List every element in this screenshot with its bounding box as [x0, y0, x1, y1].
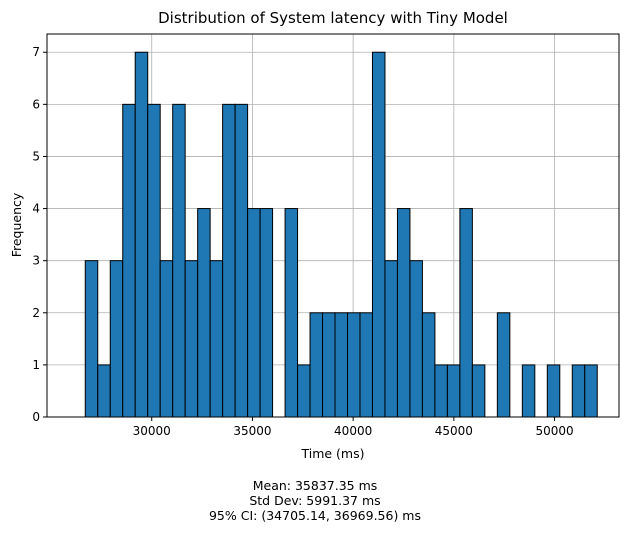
confidence-interval-stat: 95% CI: (34705.14, 36969.56) ms [208, 508, 421, 523]
histogram-bar [209, 260, 224, 418]
std-dev-stat: Std Dev: 5991.37 ms [249, 493, 381, 508]
y-tick-label: 6 [32, 97, 40, 111]
histogram-bar [371, 51, 386, 418]
x-tick-label: 50000 [535, 424, 573, 438]
histogram-bar [359, 312, 373, 418]
histogram-bar [184, 260, 199, 418]
x-tick-label: 40000 [334, 424, 372, 438]
histogram-bar [584, 364, 598, 418]
histogram-bar [546, 364, 561, 418]
x-axis-label: Time (ms) [300, 446, 364, 461]
histogram-bar [322, 312, 336, 418]
histogram-bar [222, 103, 236, 418]
histogram-bar [97, 364, 111, 418]
histogram-bar [309, 312, 324, 418]
histogram-bar [234, 103, 249, 418]
histogram-bar [259, 208, 274, 418]
y-tick-label: 2 [32, 306, 40, 320]
histogram-bar [571, 364, 586, 418]
histogram-bar [147, 103, 161, 418]
x-tick-label: 35000 [233, 424, 271, 438]
histogram-bar [84, 260, 99, 418]
y-tick-label: 0 [32, 410, 40, 424]
histogram-bar [421, 312, 436, 418]
x-tick-label: 30000 [133, 424, 171, 438]
y-tick-label: 7 [32, 45, 40, 59]
histogram-chart: 30000 35000 40000 45000 50000 0 1 2 3 4 5 6 7 Distri… [9, 9, 620, 461]
y-tick-label: 1 [32, 358, 40, 372]
histogram-bar [172, 103, 186, 418]
histogram-bar [122, 103, 136, 418]
mean-stat: Mean: 35837.35 ms [252, 478, 378, 493]
histogram-bar [471, 364, 486, 418]
histogram-bar [459, 208, 473, 418]
histogram-bar [396, 208, 411, 418]
histogram-bar [384, 260, 398, 418]
histogram-bar [297, 364, 311, 418]
histogram-bar [197, 208, 211, 418]
histogram-bar [159, 260, 174, 418]
histogram-bar [334, 312, 349, 418]
histogram-bar [284, 208, 299, 418]
histogram-bar [247, 208, 261, 418]
x-tick-label: 45000 [435, 424, 473, 438]
histogram-bar [434, 364, 448, 418]
histogram-bar [496, 312, 511, 418]
y-tick-label: 3 [32, 254, 40, 268]
axis-ticks: 30000 35000 40000 45000 50000 0 1 2 3 4 5 6 7 [32, 45, 573, 438]
y-axis-label: Frequency [9, 192, 24, 257]
histogram-bar [521, 364, 536, 418]
y-tick-label: 4 [32, 202, 40, 216]
summary-statistics: Mean: 35837.35 ms Std Dev: 5991.37 ms 95… [0, 478, 630, 523]
histogram-bar [409, 260, 423, 418]
histogram-bar [446, 364, 461, 418]
histogram-bar [109, 260, 124, 418]
y-tick-label: 5 [32, 149, 40, 163]
chart-title: Distribution of System latency with Tiny… [158, 9, 508, 27]
plot-frame [46, 33, 620, 418]
histogram-bars [84, 51, 598, 418]
histogram-bar [134, 51, 149, 418]
histogram-bar [347, 312, 361, 418]
